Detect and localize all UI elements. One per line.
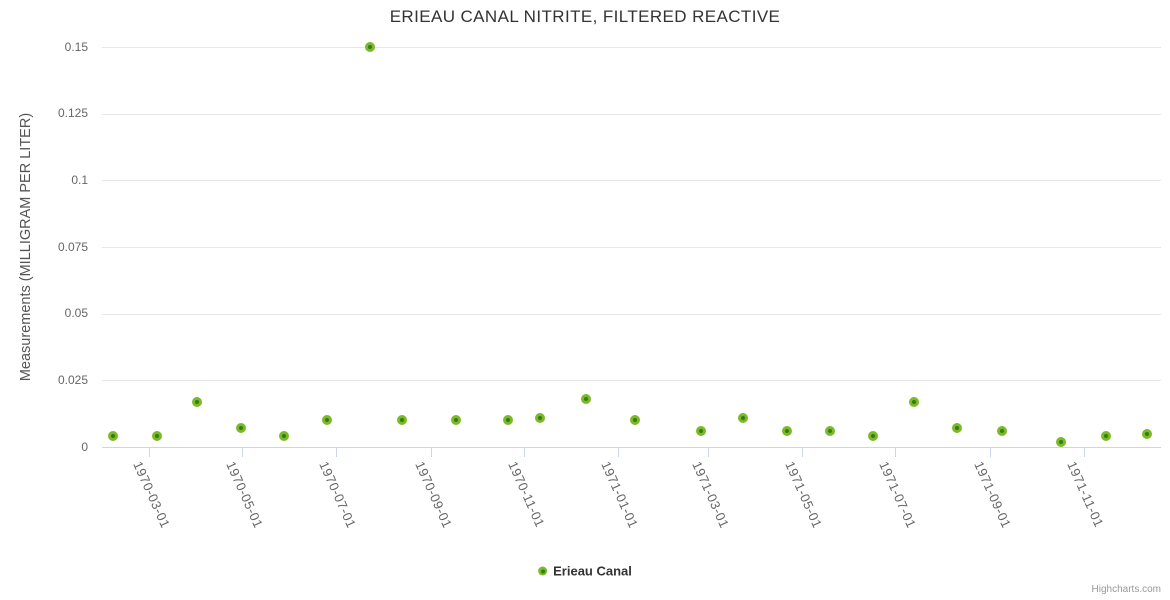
data-point[interactable] xyxy=(1100,431,1111,442)
data-point[interactable] xyxy=(996,426,1007,436)
data-point[interactable] xyxy=(782,426,793,436)
legend-item-label: Erieau Canal xyxy=(553,563,632,579)
x-axis-label: 1971-09-01 xyxy=(971,459,1014,531)
x-axis-label: 1970-03-01 xyxy=(129,459,173,531)
x-axis-label: 1971-03-01 xyxy=(689,459,732,531)
data-point[interactable] xyxy=(737,412,748,423)
x-axis-label: 1970-07-01 xyxy=(316,459,360,531)
x-axis-tick xyxy=(149,448,150,457)
x-axis-tick xyxy=(524,448,526,457)
gridline xyxy=(102,47,1161,48)
data-point[interactable] xyxy=(867,431,878,442)
highcharts-credits-link[interactable]: Highcharts.com xyxy=(1091,584,1161,595)
x-axis-tick xyxy=(801,448,803,457)
x-axis-tick xyxy=(708,448,710,457)
data-point[interactable] xyxy=(365,42,376,52)
legend-item-erieau-canal[interactable]: Erieau Canal xyxy=(538,564,632,579)
x-axis-tick xyxy=(431,448,432,457)
x-axis-tick xyxy=(1083,448,1085,457)
data-point[interactable] xyxy=(630,415,641,426)
x-axis-tick xyxy=(990,448,992,457)
data-point[interactable] xyxy=(107,431,118,442)
data-point[interactable] xyxy=(451,415,462,426)
x-axis-label: 1971-01-01 xyxy=(598,459,642,531)
legend-marker-icon xyxy=(538,566,548,576)
x-axis-tick xyxy=(335,448,337,457)
gridline xyxy=(102,380,1161,382)
gridline xyxy=(102,113,1161,115)
x-axis-label: 1970-09-01 xyxy=(411,459,455,531)
x-axis-label: 1971-11-01 xyxy=(1064,459,1108,530)
y-axis-label: 0.15 xyxy=(64,39,88,54)
data-point[interactable] xyxy=(909,396,920,407)
data-point[interactable] xyxy=(192,396,203,407)
x-axis-label: 1971-05-01 xyxy=(782,459,826,531)
data-point[interactable] xyxy=(581,394,592,404)
x-axis-label: 1970-11-01 xyxy=(505,459,548,530)
data-point[interactable] xyxy=(1056,436,1067,447)
data-point[interactable] xyxy=(322,415,333,426)
data-point[interactable] xyxy=(1142,428,1153,439)
chart-title: ERIEAU CANAL NITRITE, FILTERED REACTIVE xyxy=(389,7,781,26)
gridline xyxy=(102,247,1161,248)
y-axis-label: 0.1 xyxy=(71,172,88,187)
y-axis-label: 0.025 xyxy=(57,372,88,387)
data-point[interactable] xyxy=(824,426,835,436)
data-point[interactable] xyxy=(696,426,707,436)
y-axis-label: 0.05 xyxy=(64,306,88,321)
x-axis-tick xyxy=(895,448,897,457)
x-axis-label: 1971-07-01 xyxy=(876,459,919,531)
data-point[interactable] xyxy=(397,415,408,426)
data-point[interactable] xyxy=(535,412,546,423)
y-axis-label: 0.075 xyxy=(57,239,88,254)
data-point[interactable] xyxy=(952,423,963,434)
x-axis-label: 1970-05-01 xyxy=(223,459,267,531)
x-axis-tick xyxy=(617,448,619,457)
gridline xyxy=(102,180,1161,182)
x-axis-line xyxy=(102,447,1161,448)
x-axis-tick xyxy=(242,448,244,457)
y-axis-label: 0 xyxy=(81,439,88,454)
data-point[interactable] xyxy=(152,431,163,442)
data-point[interactable] xyxy=(236,423,247,434)
data-point[interactable] xyxy=(279,431,290,442)
data-point[interactable] xyxy=(503,415,514,426)
gridline xyxy=(102,313,1161,315)
y-axis-label: 0.125 xyxy=(57,106,88,121)
